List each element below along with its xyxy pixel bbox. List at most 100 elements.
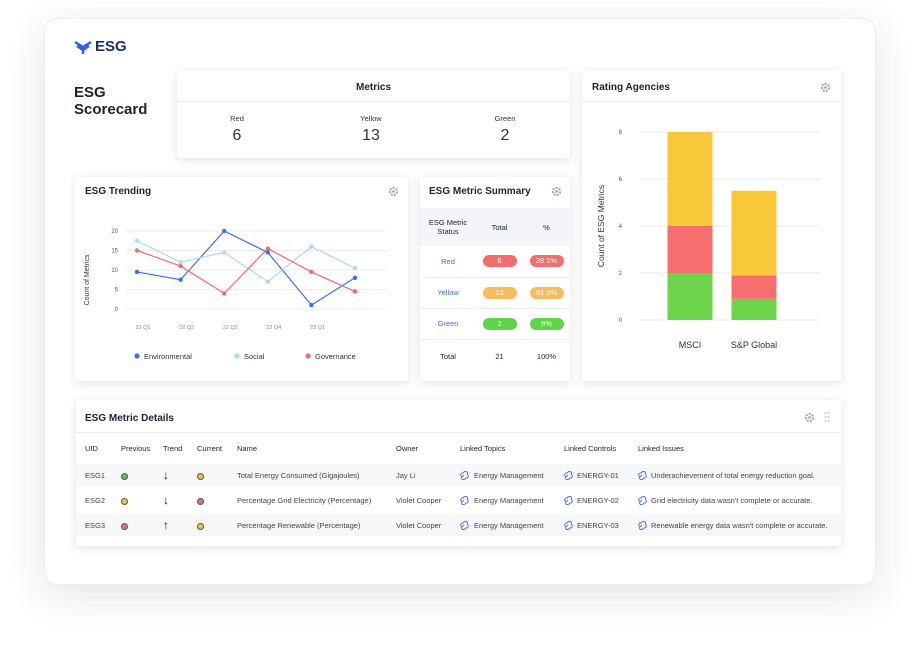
owner: Jay Li [396, 471, 416, 480]
link-icon [460, 521, 469, 530]
name: Percentage Renewable (Percentage) [237, 521, 361, 530]
bar-segment [731, 190, 777, 276]
settings-icon[interactable] [804, 412, 815, 423]
y-tick-label: 6 [619, 177, 623, 183]
point [309, 269, 314, 275]
metric-value: 13 [362, 127, 380, 144]
metric-label: Red [230, 114, 244, 123]
card-title: ESG Metric Details [85, 413, 174, 424]
link-icon [564, 496, 573, 505]
metric-value: 2 [500, 127, 510, 144]
line [136, 240, 356, 283]
topic: Energy Management [474, 521, 544, 530]
summary-row: Yellow 13 61.9% [420, 277, 570, 308]
cell: 28.5% [523, 246, 570, 277]
bar-segment [731, 275, 777, 299]
cell: 13 [476, 277, 523, 308]
header-row: ESG Metric Status Total% [420, 208, 570, 246]
settings-icon[interactable] [820, 82, 831, 93]
percent-pill: 28.5% [529, 255, 564, 268]
issue: Underachievement of total energy reducti… [651, 471, 815, 480]
legend-label: Social [244, 352, 265, 361]
row-background [76, 514, 841, 536]
legend-swatch [234, 353, 240, 359]
line [136, 230, 356, 306]
point [265, 246, 270, 251]
point [265, 279, 270, 284]
total-pill: 13 [482, 286, 517, 299]
settings-icon[interactable] [551, 186, 562, 197]
y-tick-label: 20 [111, 229, 118, 235]
column-header: Total [491, 222, 508, 232]
link-shape [638, 496, 647, 505]
owner: Violet Cooper [396, 521, 442, 530]
page-title: ESG Scorecard [74, 84, 148, 118]
legend-swatch [134, 353, 140, 359]
x-tick-label: 22 Q4 [266, 325, 281, 331]
column-header: Linked Topics [460, 444, 506, 453]
trend: ↓ [163, 468, 169, 482]
bar-segment [731, 298, 777, 320]
card-title: Rating Agencies [592, 82, 670, 93]
point [222, 291, 227, 296]
y-tick-label: 4 [619, 224, 623, 230]
metric-label: Green [494, 114, 516, 123]
column-header: % [543, 222, 550, 232]
summary-card: ESG Metric Summary ESG Metric Status Tota… [420, 177, 570, 381]
summary-table: ESG Metric Status Total% Red 6 28.5% Yellow 13… [420, 208, 570, 373]
percent-pill: 61.9% [529, 286, 564, 299]
x-tick-label: 22 Q3 [223, 325, 238, 331]
settings-icon[interactable] [388, 186, 399, 197]
link-icon [638, 521, 647, 530]
point [222, 228, 227, 234]
metrics-card: Metrics Red 6 Yellow 13 Green 2 [177, 71, 570, 158]
cell: 9% [523, 308, 570, 339]
divider [76, 432, 841, 433]
logo-icon [74, 40, 92, 54]
cell: 6 [476, 246, 523, 277]
divider [582, 101, 841, 102]
link-shape [460, 471, 469, 480]
link-shape [638, 471, 647, 480]
x-tick-label: 22 Q1 [136, 325, 151, 331]
x-tick-label: 23 Q1 [310, 325, 325, 331]
column-header: Name [237, 444, 258, 453]
column-header: Trend [163, 444, 183, 453]
point [309, 244, 314, 249]
legend-label: Environmental [144, 352, 192, 361]
current-dot [197, 498, 204, 505]
link-shape [460, 496, 469, 505]
x-tick-label: S&P Global [731, 340, 777, 350]
link-shape [638, 521, 647, 530]
link-shape [564, 471, 573, 480]
y-tick-label: 8 [619, 130, 623, 136]
y-tick-label: 15 [111, 249, 118, 255]
y-tick-label: 0 [115, 307, 119, 313]
summary-row: Green 2 9% [420, 308, 570, 339]
topic: Energy Management [474, 471, 544, 480]
point [134, 248, 140, 253]
bar-segment [667, 273, 713, 320]
link-icon [564, 471, 573, 480]
link-shape [564, 521, 573, 530]
column-header: ESG Metric Status [428, 218, 468, 236]
link-shape [564, 496, 573, 505]
trend: ↑ [163, 518, 169, 532]
previous-dot [121, 523, 128, 530]
y-tick-label: 0 [619, 318, 623, 324]
y-tick-label: 5 [115, 288, 119, 294]
point [178, 260, 183, 265]
previous-dot [121, 498, 128, 505]
rating-agencies-card: Rating Agencies 0 2 4 6 8 Count of ESG Metric… [582, 71, 841, 381]
link-icon [638, 471, 647, 480]
column-header: Previous [121, 444, 151, 453]
topic: Energy Management [474, 496, 544, 505]
uid: ESG3 [85, 521, 106, 530]
owner: Violet Cooper [396, 496, 442, 505]
point [352, 275, 358, 280]
status: Green [437, 319, 459, 328]
drag-handle[interactable] [824, 411, 830, 423]
point [178, 263, 183, 269]
